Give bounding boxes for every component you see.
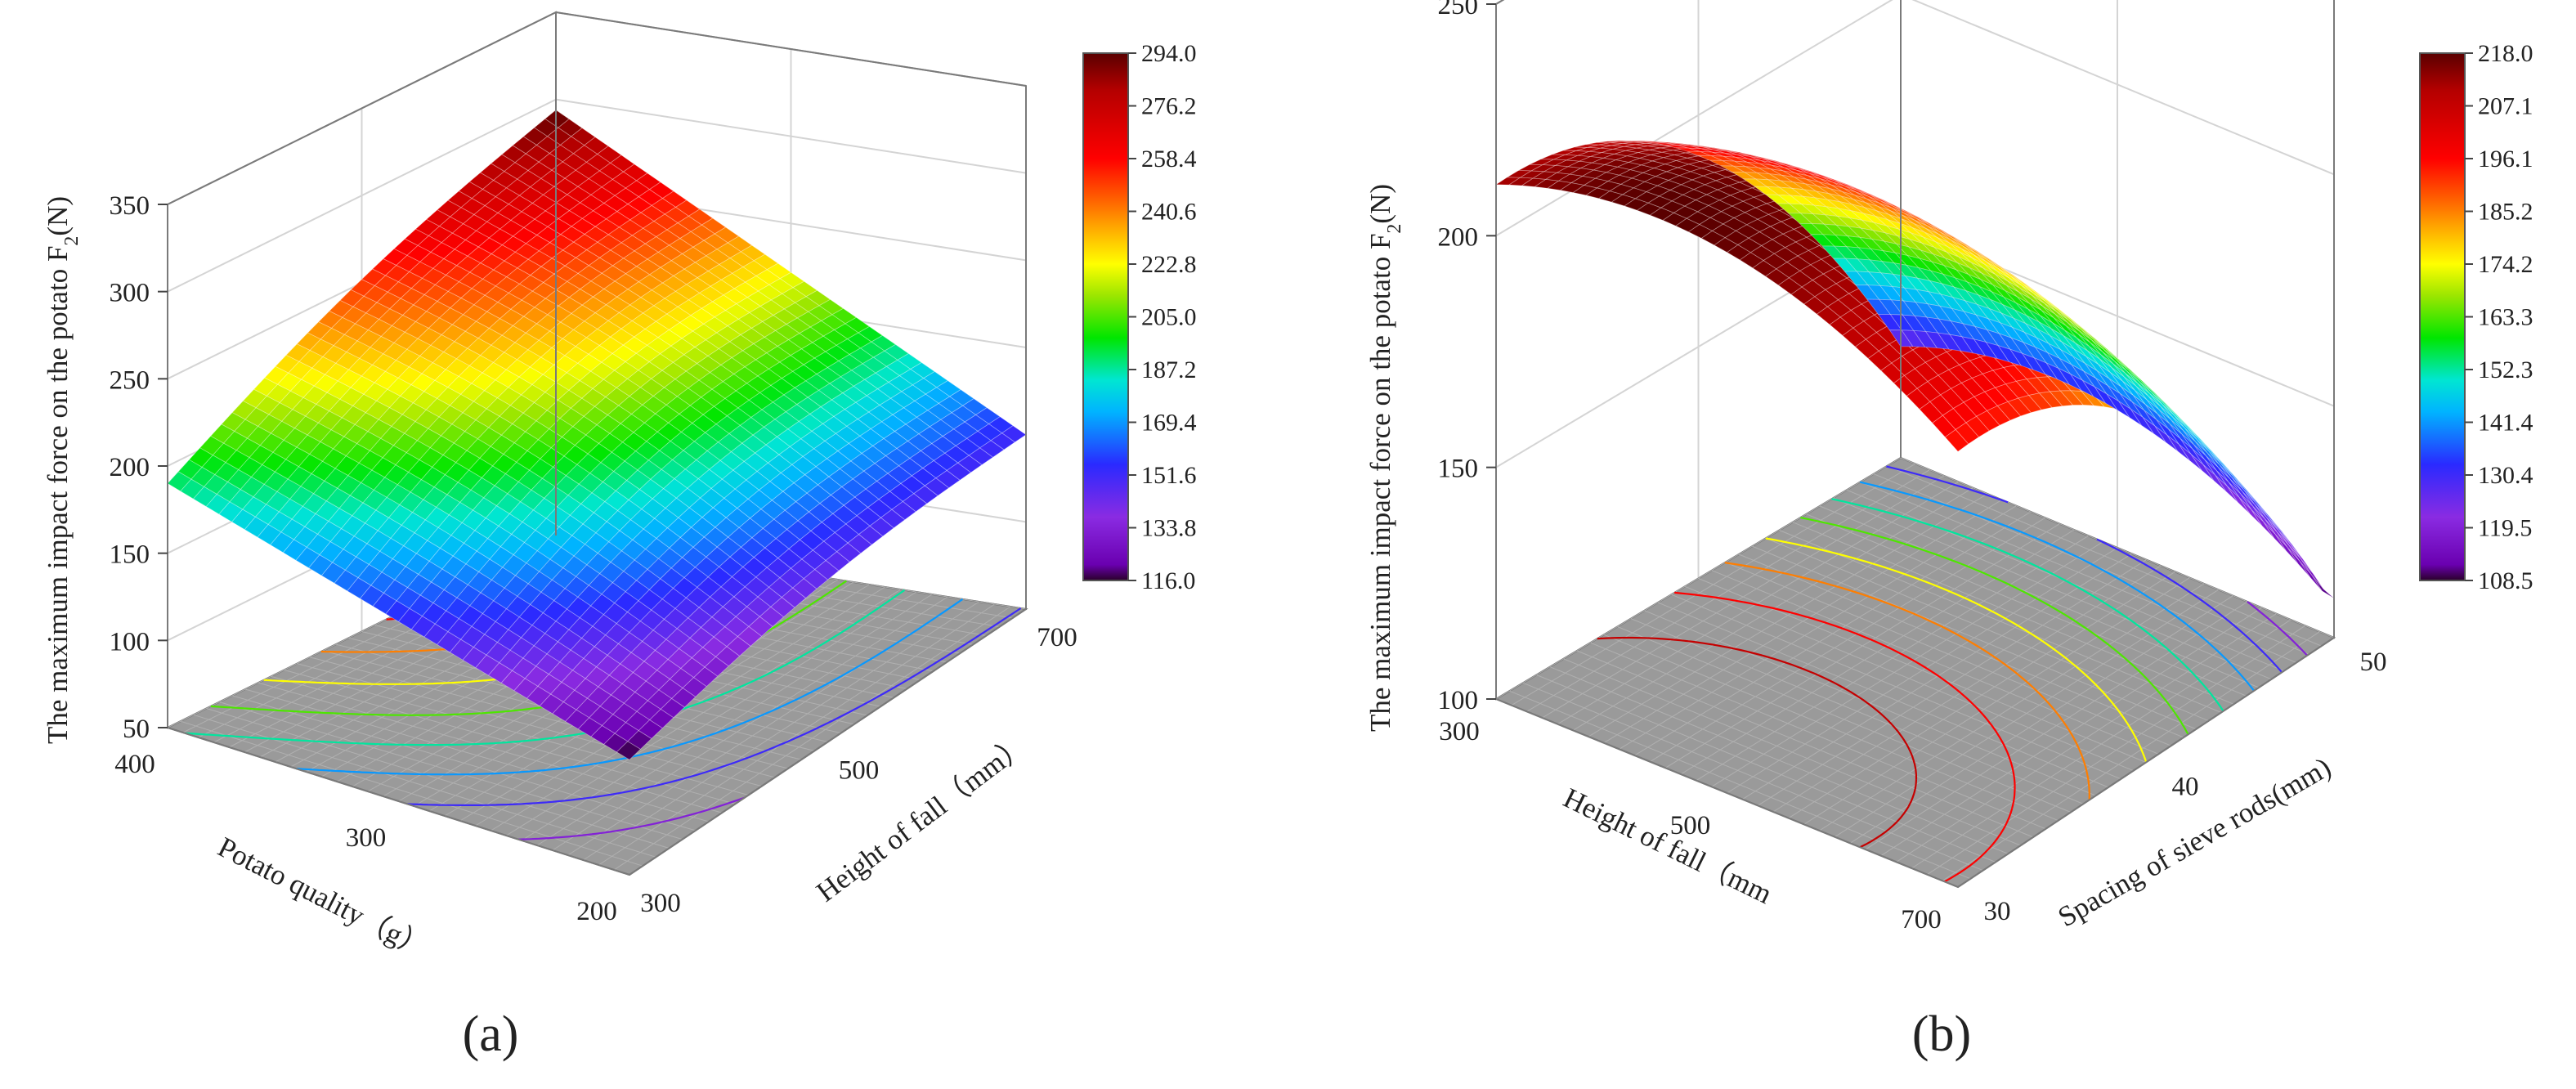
colorbar-gradient: [2420, 53, 2465, 580]
colorbar-tick-label: 294.0: [1141, 40, 1197, 67]
x-tick-label: 40: [2172, 773, 2199, 802]
z-tick-label: 150: [1438, 455, 1479, 484]
colorbar: 294.0 276.2 258.4 240.6 222.8 205.0 187.2 169.4…: [1083, 40, 1197, 594]
x-tick-label: 200: [576, 897, 617, 926]
z-tick-label: 100: [1438, 686, 1479, 715]
x-tick-label: 50: [2360, 648, 2387, 677]
colorbar-tick-label: 141.4: [2478, 410, 2533, 437]
colorbar-tick-label: 196.1: [2478, 146, 2533, 173]
z-tick-label: 50: [123, 715, 150, 744]
colorbar-tick-label: 185.2: [2478, 199, 2533, 226]
z-tick-label: 250: [110, 365, 150, 395]
colorbar-tick-label: 119.5: [2478, 515, 2532, 542]
colorbar-tick-label: 205.0: [1141, 304, 1197, 331]
colorbar-tick-label: 240.6: [1141, 199, 1197, 226]
colorbar-tick-label: 276.2: [1141, 93, 1197, 120]
z-axis: 100 150 200 250 The maximum impact force on …: [1364, 0, 1496, 732]
y-tick-label: 500: [839, 756, 880, 786]
panel-b: 100 150 200 250 The maximum impact force on …: [1364, 0, 2533, 1062]
z-tick-label: 200: [110, 453, 150, 482]
z-tick-label: 200: [1438, 222, 1479, 252]
y-tick-label: 700: [1037, 623, 1077, 652]
colorbar-tick-label: 152.3: [2478, 356, 2533, 383]
panel-label: (b): [1912, 1006, 1971, 1062]
colorbar-tick-label: 130.4: [2478, 462, 2533, 489]
colorbar: 218.0 207.1 196.1 185.2 174.2 163.3 152.3 141.4…: [2420, 40, 2533, 594]
x-tick-label: 30: [1984, 897, 2011, 926]
x-tick-label: 400: [114, 750, 155, 779]
colorbar-tick-label: 151.6: [1141, 462, 1197, 489]
y-tick-label: 700: [1901, 905, 1942, 934]
colorbar-tick-label: 207.1: [2478, 93, 2533, 120]
z-tick-label: 150: [110, 540, 150, 570]
z-tick-label: 250: [1438, 0, 1479, 20]
z-tick-label: 350: [110, 191, 150, 221]
colorbar-tick-label: 169.4: [1141, 410, 1197, 437]
y-axis-label: Height of fall（mm: [1559, 782, 1777, 910]
panel-a: 50 100 150 200 250 300 350 The maximum impact f…: [42, 12, 1197, 1062]
colorbar-tick-label: 163.3: [2478, 304, 2533, 331]
y-tick-label: 300: [1439, 717, 1480, 746]
colorbar-tick-label: 258.4: [1141, 146, 1197, 173]
colorbar-tick-label: 108.5: [2478, 567, 2533, 594]
colorbar-tick-label: 187.2: [1141, 356, 1197, 383]
colorbar-gradient: [1083, 53, 1128, 580]
z-axis-label: The maximum impact force on the potato F…: [42, 196, 83, 744]
colorbar-tick-label: 133.8: [1141, 515, 1197, 542]
z-tick-label: 100: [110, 627, 150, 657]
y-tick-label: 300: [640, 889, 681, 918]
z-axis: 50 100 150 200 250 300 350 The maximum impact f…: [42, 191, 168, 744]
colorbar-tick-label: 222.8: [1141, 251, 1197, 278]
x-tick-label: 300: [346, 823, 387, 853]
colorbar-tick-label: 174.2: [2478, 251, 2533, 278]
colorbar-tick-label: 116.0: [1141, 567, 1195, 594]
colorbar-tick-label: 218.0: [2478, 40, 2533, 67]
z-axis-label: The maximum impact force on the potato F…: [1364, 184, 1405, 732]
x-axis-label: Potato quality（g）: [213, 831, 433, 964]
panel-label: (a): [463, 1006, 519, 1062]
z-tick-label: 300: [110, 279, 150, 308]
